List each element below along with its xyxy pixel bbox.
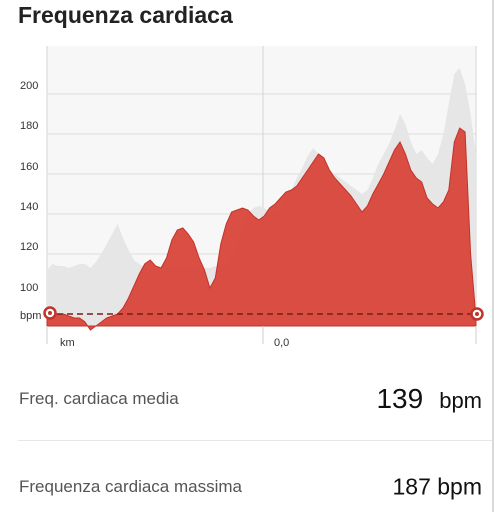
- average-heart-rate-value: 139 bpm: [376, 383, 482, 415]
- y-tick-label: 160: [20, 161, 39, 173]
- average-heart-rate-label: Freq. cardiaca media: [19, 389, 179, 408]
- average-heart-rate-row: Freq. cardiaca media 139 bpm: [0, 369, 494, 429]
- y-tick-label: 120: [20, 241, 39, 253]
- divider: [18, 440, 494, 441]
- x-unit-label: km: [60, 337, 75, 349]
- y-tick-label: 180: [20, 120, 39, 132]
- y-tick-label: 140: [20, 201, 39, 213]
- max-heart-rate-row: Frequenza cardiaca massima 187 bpm: [0, 457, 494, 517]
- heart-rate-chart-plot[interactable]: [0, 46, 494, 356]
- y-unit-label: bpm: [20, 310, 42, 322]
- heart-rate-chart[interactable]: 200 180 160 140 120 100 bpm km 0,0: [0, 46, 494, 356]
- range-end-handle-dot: [475, 312, 479, 316]
- section-title: Frequenza cardiaca: [18, 2, 233, 28]
- max-heart-rate-number: 187 bpm: [392, 473, 482, 500]
- average-heart-rate-number: 139: [376, 383, 424, 414]
- average-heart-rate-unit: bpm: [439, 388, 482, 413]
- range-start-handle-dot: [48, 311, 52, 315]
- heart-rate-area: [46, 127, 477, 331]
- y-tick-label: 200: [20, 80, 39, 92]
- max-heart-rate-value: 187 bpm: [392, 474, 482, 501]
- screen-edge: [492, 0, 494, 512]
- max-heart-rate-label: Frequenza cardiaca massima: [19, 477, 242, 496]
- y-tick-label: 100: [20, 282, 39, 294]
- x-tick-label: 0,0: [274, 337, 290, 349]
